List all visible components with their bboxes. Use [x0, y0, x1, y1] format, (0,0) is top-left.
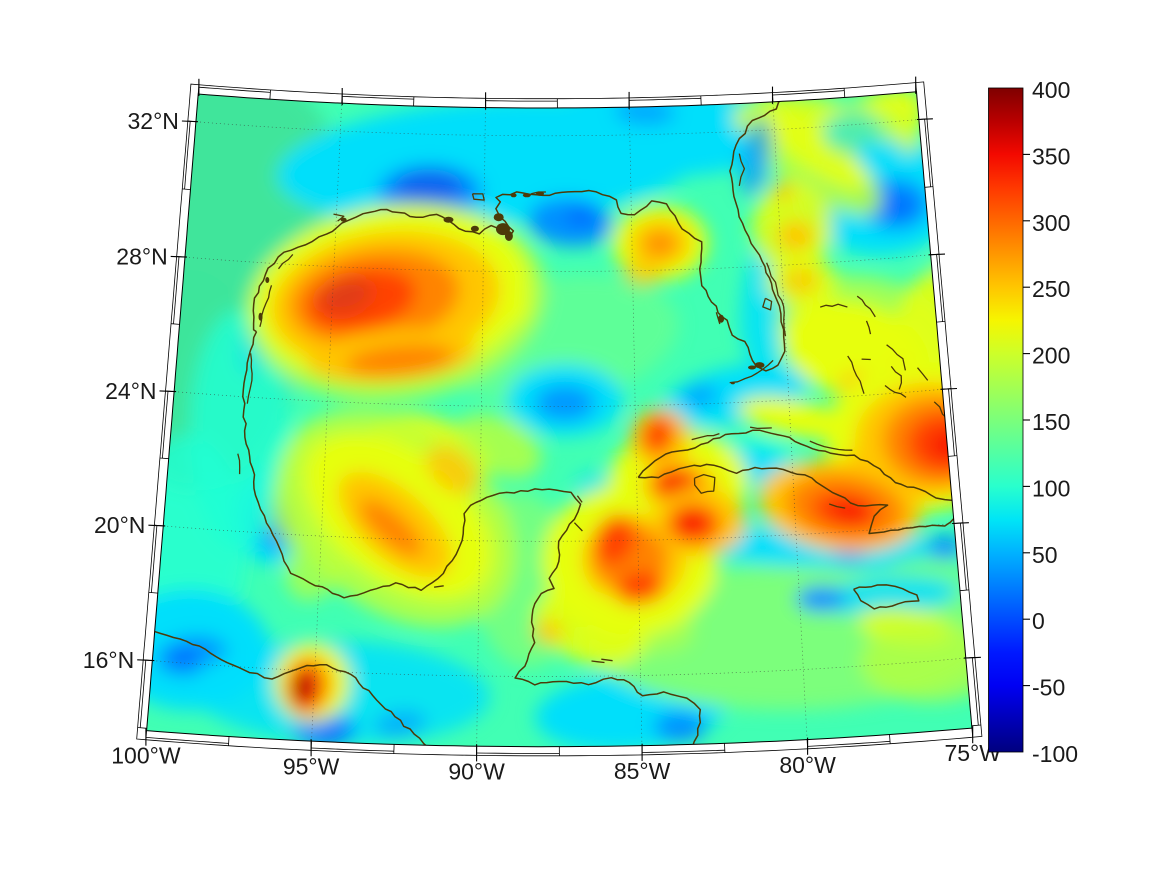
svg-text:32°N: 32°N — [128, 108, 179, 134]
svg-text:-100: -100 — [1032, 741, 1078, 767]
svg-text:250: 250 — [1032, 276, 1070, 302]
svg-text:150: 150 — [1032, 409, 1070, 435]
svg-text:0: 0 — [1032, 608, 1045, 634]
svg-text:28°N: 28°N — [116, 243, 167, 269]
svg-text:400: 400 — [1032, 77, 1070, 103]
svg-text:300: 300 — [1032, 210, 1070, 236]
svg-text:50: 50 — [1032, 542, 1058, 568]
svg-text:20°N: 20°N — [94, 512, 145, 538]
svg-text:95°W: 95°W — [283, 753, 340, 779]
svg-text:200: 200 — [1032, 343, 1070, 369]
svg-text:-50: -50 — [1032, 675, 1065, 701]
svg-text:16°N: 16°N — [83, 647, 134, 673]
svg-text:100°W: 100°W — [111, 743, 181, 769]
svg-text:90°W: 90°W — [448, 758, 505, 784]
svg-text:80°W: 80°W — [779, 752, 836, 778]
svg-text:24°N: 24°N — [105, 378, 156, 404]
svg-text:100: 100 — [1032, 475, 1070, 501]
svg-text:85°W: 85°W — [614, 758, 671, 784]
svg-text:350: 350 — [1032, 143, 1070, 169]
